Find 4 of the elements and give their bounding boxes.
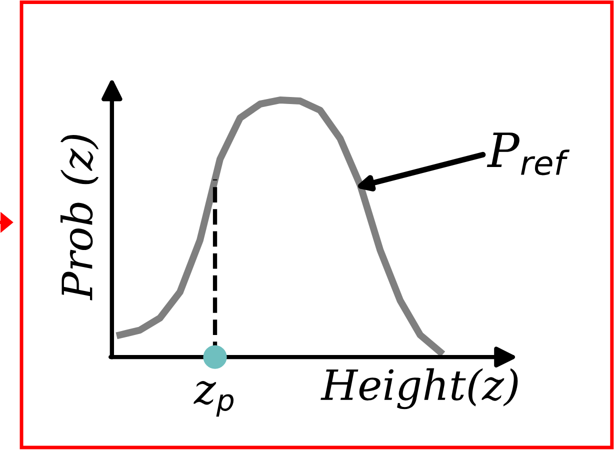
y-axis-title: Prob (z)	[60, 134, 99, 300]
text: P$_{ref}$	[486, 132, 570, 176]
text: z$_{p}$	[194, 381, 234, 417]
x-axis-title: Height(z)	[320, 368, 518, 410]
